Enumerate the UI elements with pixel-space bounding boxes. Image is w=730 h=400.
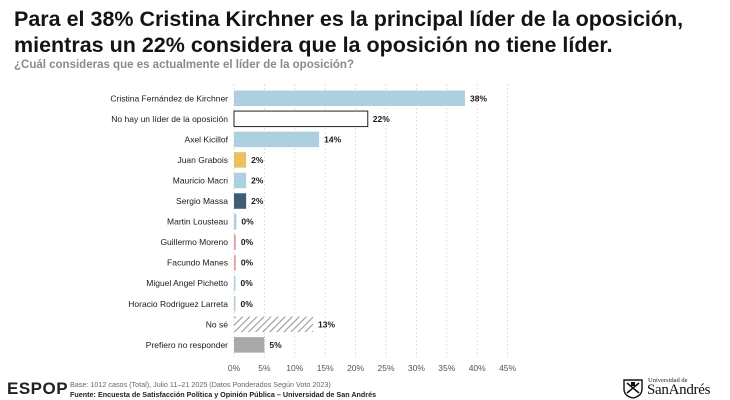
value-label: 2% [251, 155, 264, 165]
bar [234, 131, 320, 148]
x-tick-label: 20% [347, 363, 364, 373]
chart-title: Para el 38% Cristina Kirchner es la prin… [14, 7, 684, 57]
x-tick-label: 15% [317, 363, 334, 373]
category-label: Prefiero no responder [146, 340, 228, 350]
footer-source: Fuente: Encuesta de Satisfacción Polític… [70, 389, 377, 399]
value-label: 22% [373, 114, 390, 124]
category-label: No hay un líder de la oposición [111, 114, 228, 124]
category-label: Mauricio Macri [173, 175, 228, 185]
value-label: 0% [241, 237, 254, 247]
value-label: 0% [241, 217, 254, 227]
category-label: Cristina Fernández de Kirchner [110, 93, 228, 103]
university-logo: Universidad de SanAndrés [622, 377, 726, 399]
x-tick-label: 35% [438, 363, 455, 373]
bar [234, 296, 236, 312]
bar [233, 110, 369, 128]
value-label: 5% [269, 340, 282, 350]
bar [234, 193, 247, 209]
bar [234, 172, 247, 189]
chart-subtitle: ¿Cuál consideras que es actualmente el l… [14, 59, 354, 71]
espop-logo: ESPOP [7, 379, 69, 398]
value-label: 0% [241, 299, 254, 309]
value-label: 2% [251, 175, 264, 185]
category-label: Facundo Manes [167, 258, 228, 268]
value-label: 14% [324, 134, 341, 144]
bar [234, 316, 314, 333]
bar [234, 90, 466, 107]
university-name: SanAndrés [647, 382, 711, 398]
value-label: 38% [470, 93, 487, 103]
category-label: Horacio Rodriguez Larreta [128, 299, 228, 309]
value-label: 13% [318, 319, 335, 329]
value-label: 0% [241, 278, 254, 288]
bar [234, 275, 236, 291]
value-label: 0% [241, 258, 254, 268]
value-label: 2% [251, 196, 264, 206]
labels: 0% 5% 10% 15% 20% 25% 30% 35% 40% 45% Cristina Fer… [110, 93, 516, 373]
bars [233, 90, 466, 353]
category-label: Martin Lousteau [167, 217, 228, 227]
x-tick-label: 45% [499, 363, 516, 373]
category-label: No sé [206, 319, 228, 329]
category-label: Guillermo Moreno [160, 237, 228, 247]
category-label: Axel Kicillof [185, 134, 229, 144]
grid-lines [233, 84, 508, 357]
university-small-text: Universidad de [648, 377, 688, 384]
footer-notes: Base: 1012 casos (Total), Julio 11–21 20… [70, 380, 376, 399]
x-tick-label: 30% [408, 363, 425, 373]
crest-icon [623, 379, 643, 399]
category-label: Miguel Angel Pichetto [146, 278, 228, 288]
footer-base: Base: 1012 casos (Total), Julio 11–21 20… [70, 380, 331, 389]
category-label: Juan Grabois [177, 155, 228, 165]
x-tick-label: 10% [286, 363, 303, 373]
category-label: Sergio Massa [176, 196, 228, 206]
bar [234, 337, 265, 353]
x-tick-label: 0% [228, 363, 241, 373]
bar [234, 234, 236, 250]
bar [234, 254, 236, 271]
x-tick-label: 40% [469, 363, 486, 373]
x-tick-label: 25% [377, 363, 394, 373]
x-tick-label: 5% [258, 363, 271, 373]
bar [234, 152, 247, 168]
bar [234, 213, 237, 230]
